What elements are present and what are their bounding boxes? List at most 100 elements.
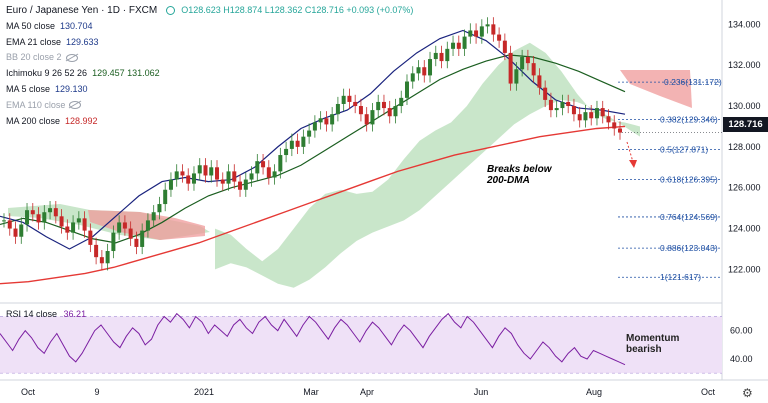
indicator-row[interactable]: MA 50 close 130.704 bbox=[6, 19, 413, 35]
candle-body bbox=[491, 24, 496, 35]
indicator-row[interactable]: MA 5 close 129.130 bbox=[6, 82, 413, 98]
candle-body bbox=[404, 81, 409, 98]
candle-body bbox=[376, 101, 381, 111]
current-price-tag: 128.716 bbox=[723, 117, 768, 132]
y-tick-label: 124.000 bbox=[728, 224, 761, 234]
candle-body bbox=[145, 220, 150, 231]
candle-body bbox=[520, 57, 525, 70]
candle-body bbox=[19, 224, 24, 237]
fib-level-label: 0.236(131.172) bbox=[664, 77, 722, 87]
indicator-row[interactable]: EMA 110 close bbox=[6, 98, 413, 114]
candle-body bbox=[82, 218, 87, 231]
candle-body bbox=[174, 171, 179, 180]
fib-level-label: 1(121.617) bbox=[660, 272, 701, 282]
candle-body bbox=[191, 173, 196, 184]
indicator-value: 129.130 bbox=[55, 83, 88, 94]
rsi-tick-label: 40.00 bbox=[730, 354, 753, 364]
candle-body bbox=[128, 228, 133, 239]
gear-icon[interactable]: ⚙ bbox=[742, 386, 753, 400]
candle-body bbox=[358, 106, 363, 115]
fib-level-label: 0.764(124.569) bbox=[660, 212, 718, 222]
indicator-name: MA 200 close bbox=[6, 115, 61, 126]
candle-body bbox=[42, 212, 47, 223]
candle-body bbox=[537, 75, 542, 88]
candle-body bbox=[439, 52, 444, 62]
momentum-annotation: Momentum bearish bbox=[626, 333, 679, 355]
hidden-eye-icon[interactable] bbox=[69, 101, 82, 110]
candle-body bbox=[341, 95, 346, 104]
candle-body bbox=[353, 101, 358, 107]
candle-body bbox=[618, 128, 622, 133]
candle-body bbox=[65, 226, 70, 233]
rsi-label: RSI 14 close bbox=[6, 309, 58, 319]
indicator-row[interactable]: BB 20 close 2 bbox=[6, 50, 413, 66]
indicator-name: MA 50 close bbox=[6, 20, 56, 31]
candle-body bbox=[157, 204, 162, 213]
candle-body bbox=[53, 208, 58, 217]
candle-body bbox=[295, 140, 300, 147]
candle-body bbox=[94, 244, 99, 258]
fib-level-label: 0.5(127.871) bbox=[660, 145, 708, 155]
x-tick-label: 2021 bbox=[194, 387, 214, 397]
candle-body bbox=[140, 230, 145, 247]
candle-body bbox=[111, 232, 116, 252]
y-tick-label: 126.000 bbox=[728, 183, 761, 193]
symbol-title: Euro / Japanese Yen · 1D · FXCM bbox=[6, 5, 158, 16]
candle-body bbox=[399, 97, 404, 107]
candle-body bbox=[335, 103, 340, 115]
candle-body bbox=[364, 114, 369, 125]
candle-body bbox=[209, 167, 214, 176]
breaks-annotation-line1: Breaks below bbox=[487, 164, 552, 175]
indicator-value: 130.704 bbox=[60, 20, 93, 31]
candle-body bbox=[381, 101, 386, 109]
y-tick-label: 132.000 bbox=[728, 60, 761, 70]
candle-body bbox=[255, 161, 260, 174]
x-tick-label: 9 bbox=[94, 387, 99, 397]
candle-body bbox=[278, 155, 283, 172]
candle-body bbox=[594, 108, 599, 119]
candle-body bbox=[76, 218, 81, 223]
y-tick-label: 130.000 bbox=[728, 101, 761, 111]
ma200-line bbox=[0, 125, 626, 285]
candle-body bbox=[502, 40, 507, 53]
x-tick-label: Mar bbox=[303, 387, 319, 397]
candle-body bbox=[330, 114, 335, 125]
bearish-arrow-shaft bbox=[626, 141, 634, 163]
candle-body bbox=[117, 222, 122, 233]
indicator-row[interactable]: MA 200 close 128.992 bbox=[6, 114, 413, 130]
candle-body bbox=[243, 179, 248, 190]
indicator-name: BB 20 close 2 bbox=[6, 52, 62, 63]
candle-body bbox=[600, 108, 605, 117]
candle-body bbox=[347, 95, 352, 102]
candle-body bbox=[48, 208, 53, 213]
candle-body bbox=[232, 171, 237, 182]
candle-body bbox=[612, 122, 617, 129]
candle-body bbox=[151, 212, 156, 221]
candle-body bbox=[226, 171, 231, 184]
candle-body bbox=[508, 52, 513, 84]
ohlc-values: O128.623 H128.874 L128.362 C128.716 +0.0… bbox=[181, 5, 414, 15]
candle-body bbox=[531, 63, 536, 76]
candle-body bbox=[422, 67, 427, 76]
candle-body bbox=[284, 148, 289, 156]
candle-body bbox=[554, 108, 559, 111]
candle-body bbox=[238, 181, 243, 190]
candle-body bbox=[99, 257, 104, 264]
candle-body bbox=[30, 210, 35, 215]
candle-body bbox=[589, 112, 594, 119]
candle-body bbox=[307, 130, 312, 137]
indicator-row[interactable]: Ichimoku 9 26 52 26 129.457 131.062 bbox=[6, 66, 413, 82]
candle-body bbox=[180, 171, 185, 176]
candle-body bbox=[301, 136, 306, 147]
indicator-row[interactable]: EMA 21 close 129.633 bbox=[6, 35, 413, 51]
bearish-arrow-head bbox=[629, 160, 637, 168]
hidden-eye-icon[interactable] bbox=[65, 54, 78, 63]
indicator-value: 129.633 bbox=[66, 36, 99, 47]
rsi-legend: RSI 14 close 36.21 bbox=[6, 309, 86, 319]
candle-body bbox=[370, 110, 375, 125]
candle-body bbox=[7, 220, 12, 229]
candle-body bbox=[571, 106, 576, 115]
x-tick-label: Aug bbox=[586, 387, 602, 397]
y-tick-label: 122.000 bbox=[728, 264, 761, 274]
